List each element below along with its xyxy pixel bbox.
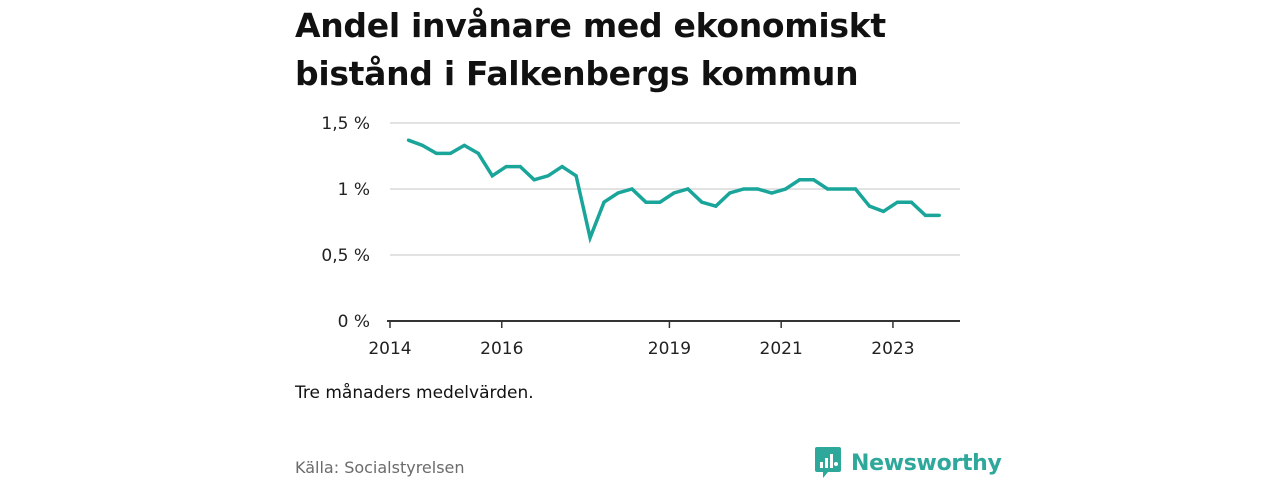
newsworthy-logo: Newsworthy [814,446,1002,480]
y-tick-label: 0 % [338,312,370,332]
data-point [686,187,690,191]
data-point [588,236,592,240]
data-point [448,151,452,155]
data-point [895,200,900,204]
data-point [476,151,480,155]
data-point [700,200,704,204]
gridlines [390,122,960,256]
data-point [420,143,425,148]
data-point [532,178,536,182]
chart-title: Andel invånare med ekonomiskt bistånd i … [295,6,886,93]
data-point [490,174,494,178]
x-tick-label: 2023 [871,339,914,359]
data-point [434,151,438,155]
data-point [560,164,564,169]
x-tick-label: 2019 [648,339,691,359]
series-group [406,138,941,244]
data-point [546,174,550,178]
source-label: Källa: Socialstyrelsen [295,458,465,477]
data-point [839,187,844,191]
data-point [658,200,662,204]
data-point [714,204,718,208]
data-point [644,200,648,204]
data-point [867,204,872,208]
data-point [462,143,466,148]
data-point [853,187,858,191]
y-tick-label: 1,5 % [321,114,370,134]
data-point [742,187,746,191]
data-point [756,187,760,191]
data-point [574,174,578,178]
brand-name: Newsworthy [851,450,1002,476]
data-point [811,178,816,182]
y-axis-labels: 0 % 0,5 % 1 % 1,5 % [321,114,370,332]
data-point [602,200,606,204]
data-point [728,191,732,195]
data-point [784,187,788,191]
data-point [937,213,941,217]
x-tick-label: 2014 [368,339,411,359]
y-tick-label: 0,5 % [321,246,370,266]
x-axis: 2014 2016 2019 2021 2023 [368,320,960,359]
chart-note: Tre månaders medelvärden. [295,383,534,403]
data-point [770,191,774,195]
data-point [909,200,913,204]
x-tick-label: 2016 [480,339,523,359]
data-point [504,164,508,169]
data-point [923,213,927,217]
y-tick-label: 1 % [338,180,370,200]
data-point [518,164,522,169]
data-point [825,187,830,191]
x-tick-label: 2021 [760,339,803,359]
data-point [406,138,411,142]
newsworthy-logo-icon [815,447,841,478]
data-point [881,209,886,214]
data-point [616,191,620,195]
data-point [630,187,634,191]
data-point [672,191,676,195]
data-point [798,178,802,182]
